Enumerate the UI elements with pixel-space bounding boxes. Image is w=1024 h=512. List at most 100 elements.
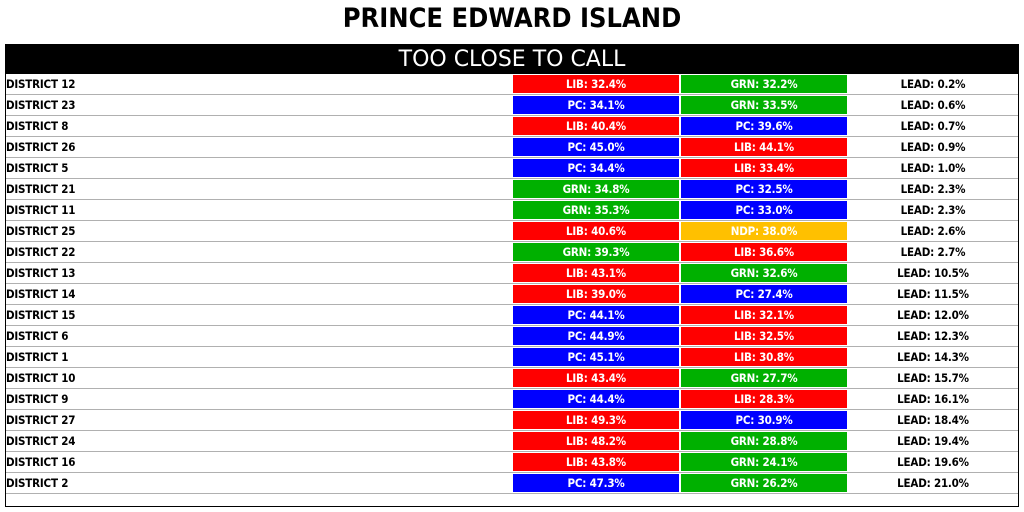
leading-party-result: PC: 44.4% — [513, 390, 679, 408]
page-title: PRINCE EDWARD ISLAND — [342, 3, 682, 34]
second-party-result: LIB: 32.1% — [681, 306, 847, 324]
table-row: DISTRICT 9 PC: 44.4% LIB: 28.3% LEAD: 16.1% — [6, 389, 1018, 410]
leading-party-result: LIB: 40.4% — [513, 117, 679, 135]
lead-margin: LEAD: 2.3% — [900, 203, 966, 217]
second-party-result: GRN: 24.1% — [681, 453, 847, 471]
leading-party-result: LIB: 49.3% — [513, 411, 679, 429]
district-name: DISTRICT 15 — [6, 308, 76, 322]
second-party-result: GRN: 33.5% — [681, 96, 847, 114]
lead-margin: LEAD: 18.4% — [897, 413, 969, 427]
second-party-result: LIB: 33.4% — [681, 159, 847, 177]
lead-margin: LEAD: 19.4% — [897, 434, 969, 448]
table-row: DISTRICT 5 PC: 34.4% LIB: 33.4% LEAD: 1.0% — [6, 158, 1018, 179]
table-row: DISTRICT 1 PC: 45.1% LIB: 30.8% LEAD: 14.3% — [6, 347, 1018, 368]
table-row: DISTRICT 21 GRN: 34.8% PC: 32.5% LEAD: 2.3% — [6, 179, 1018, 200]
leading-party-result: GRN: 35.3% — [513, 201, 679, 219]
lead-margin: LEAD: 0.6% — [900, 98, 966, 112]
leading-party-result: LIB: 39.0% — [513, 285, 679, 303]
lead-margin: LEAD: 1.0% — [900, 161, 966, 175]
district-name: DISTRICT 12 — [6, 77, 76, 91]
second-party-result: GRN: 28.8% — [681, 432, 847, 450]
lead-margin: LEAD: 19.6% — [897, 455, 969, 469]
lead-margin: LEAD: 2.6% — [900, 224, 966, 238]
second-party-result: PC: 27.4% — [681, 285, 847, 303]
district-name: DISTRICT 10 — [6, 371, 76, 385]
leading-party-result: LIB: 43.8% — [513, 453, 679, 471]
lead-margin: LEAD: 21.0% — [897, 476, 969, 490]
table-row: DISTRICT 6 PC: 44.9% LIB: 32.5% LEAD: 12.3% — [6, 326, 1018, 347]
district-name: DISTRICT 14 — [6, 287, 76, 301]
table-row: DISTRICT 8 LIB: 40.4% PC: 39.6% LEAD: 0.7% — [6, 116, 1018, 137]
second-party-result: PC: 33.0% — [681, 201, 847, 219]
district-name: DISTRICT 24 — [6, 434, 76, 448]
table-row: DISTRICT 26 PC: 45.0% LIB: 44.1% LEAD: 0.9% — [6, 137, 1018, 158]
second-party-result: NDP: 38.0% — [681, 222, 847, 240]
table-row: DISTRICT 10 LIB: 43.4% GRN: 27.7% LEAD: 15.… — [6, 368, 1018, 389]
lead-margin: LEAD: 14.3% — [897, 350, 969, 364]
table-row: DISTRICT 16 LIB: 43.8% GRN: 24.1% LEAD: 19.… — [6, 452, 1018, 473]
leading-party-result: PC: 45.1% — [513, 348, 679, 366]
table-row: DISTRICT 22 GRN: 39.3% LIB: 36.6% LEAD: 2.7… — [6, 242, 1018, 263]
second-party-result: LIB: 32.5% — [681, 327, 847, 345]
table-row: DISTRICT 15 PC: 44.1% LIB: 32.1% LEAD: 12.0… — [6, 305, 1018, 326]
leading-party-result: PC: 34.4% — [513, 159, 679, 177]
second-party-result: LIB: 44.1% — [681, 138, 847, 156]
district-name: DISTRICT 25 — [6, 224, 76, 238]
district-name: DISTRICT 16 — [6, 455, 76, 469]
lead-margin: LEAD: 2.7% — [900, 245, 966, 259]
second-party-result: LIB: 28.3% — [681, 390, 847, 408]
second-party-result: LIB: 30.8% — [681, 348, 847, 366]
leading-party-result: GRN: 34.8% — [513, 180, 679, 198]
district-name: DISTRICT 27 — [6, 413, 76, 427]
status-banner: TOO CLOSE TO CALL — [6, 45, 1018, 74]
second-party-result: GRN: 32.2% — [681, 75, 847, 93]
second-party-result: PC: 39.6% — [681, 117, 847, 135]
district-name: DISTRICT 26 — [6, 140, 76, 154]
lead-margin: LEAD: 16.1% — [897, 392, 969, 406]
second-party-result: GRN: 26.2% — [681, 474, 847, 492]
district-name: DISTRICT 5 — [6, 161, 69, 175]
second-party-result: GRN: 27.7% — [681, 369, 847, 387]
district-name: DISTRICT 6 — [6, 329, 69, 343]
second-party-result: GRN: 32.6% — [681, 264, 847, 282]
leading-party-result: PC: 45.0% — [513, 138, 679, 156]
table-row: DISTRICT 14 LIB: 39.0% PC: 27.4% LEAD: 11.5… — [6, 284, 1018, 305]
leading-party-result: LIB: 32.4% — [513, 75, 679, 93]
leading-party-result: LIB: 43.4% — [513, 369, 679, 387]
table-row: DISTRICT 13 LIB: 43.1% GRN: 32.6% LEAD: 10.… — [6, 263, 1018, 284]
district-name: DISTRICT 22 — [6, 245, 76, 259]
lead-margin: LEAD: 0.9% — [900, 140, 966, 154]
results-panel: TOO CLOSE TO CALL DISTRICT 12 LIB: 32.4% G… — [5, 44, 1019, 507]
lead-margin: LEAD: 12.3% — [897, 329, 969, 343]
leading-party-result: PC: 44.9% — [513, 327, 679, 345]
lead-margin: LEAD: 0.2% — [900, 77, 966, 91]
lead-margin: LEAD: 2.3% — [900, 182, 966, 196]
district-name: DISTRICT 9 — [6, 392, 69, 406]
lead-margin: LEAD: 0.7% — [900, 119, 966, 133]
table-row: DISTRICT 23 PC: 34.1% GRN: 33.5% LEAD: 0.6% — [6, 95, 1018, 116]
district-name: DISTRICT 1 — [6, 350, 69, 364]
table-row: DISTRICT 27 LIB: 49.3% PC: 30.9% LEAD: 18.4… — [6, 410, 1018, 431]
table-row: DISTRICT 25 LIB: 40.6% NDP: 38.0% LEAD: 2.6… — [6, 221, 1018, 242]
leading-party-result: LIB: 40.6% — [513, 222, 679, 240]
district-name: DISTRICT 2 — [6, 476, 69, 490]
district-name: DISTRICT 11 — [6, 203, 76, 217]
leading-party-result: GRN: 39.3% — [513, 243, 679, 261]
leading-party-result: LIB: 48.2% — [513, 432, 679, 450]
table-row: DISTRICT 24 LIB: 48.2% GRN: 28.8% LEAD: 19.… — [6, 431, 1018, 452]
lead-margin: LEAD: 10.5% — [897, 266, 969, 280]
table-row: DISTRICT 11 GRN: 35.3% PC: 33.0% LEAD: 2.3% — [6, 200, 1018, 221]
lead-margin: LEAD: 11.5% — [897, 287, 969, 301]
leading-party-result: PC: 44.1% — [513, 306, 679, 324]
table-row: DISTRICT 12 LIB: 32.4% GRN: 32.2% LEAD: 0.2… — [6, 74, 1018, 95]
results-table: DISTRICT 12 LIB: 32.4% GRN: 32.2% LEAD: 0.2… — [6, 74, 1018, 494]
lead-margin: LEAD: 12.0% — [897, 308, 969, 322]
district-name: DISTRICT 23 — [6, 98, 76, 112]
district-name: DISTRICT 21 — [6, 182, 76, 196]
leading-party-result: LIB: 43.1% — [513, 264, 679, 282]
leading-party-result: PC: 34.1% — [513, 96, 679, 114]
lead-margin: LEAD: 15.7% — [897, 371, 969, 385]
second-party-result: PC: 30.9% — [681, 411, 847, 429]
table-row: DISTRICT 2 PC: 47.3% GRN: 26.2% LEAD: 21.0% — [6, 473, 1018, 494]
district-name: DISTRICT 8 — [6, 119, 69, 133]
